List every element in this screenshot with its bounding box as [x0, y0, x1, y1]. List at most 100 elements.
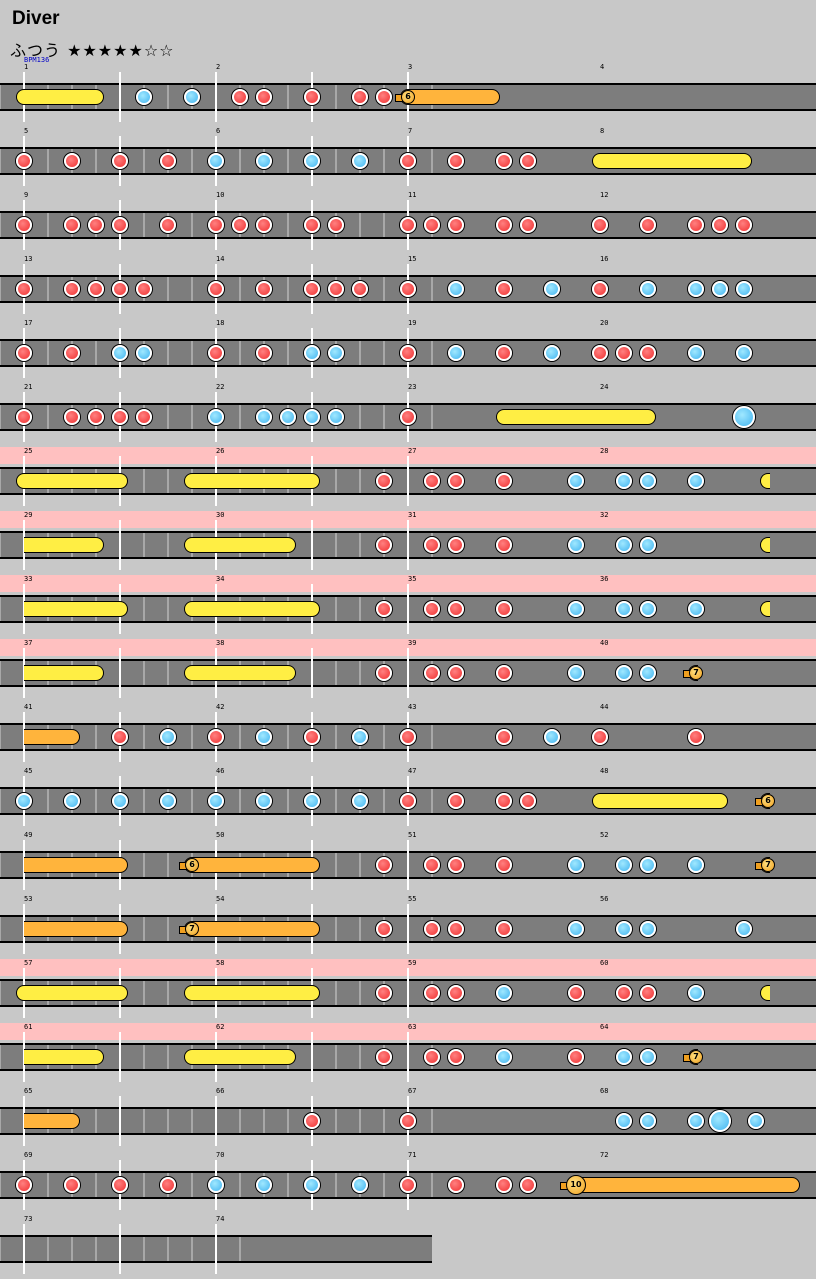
beat-line — [167, 661, 169, 685]
beat-line — [191, 277, 193, 301]
ka-note — [160, 729, 176, 745]
ka-note — [616, 473, 632, 489]
ka-note — [640, 537, 656, 553]
ka-note — [256, 729, 272, 745]
measure-number: 55 — [408, 895, 417, 903]
don-note — [400, 217, 416, 233]
measure-number: 65 — [24, 1087, 33, 1095]
bar-line — [407, 648, 409, 698]
beat-line — [95, 1237, 97, 1261]
drumroll-bar — [184, 537, 296, 553]
measure-number: 23 — [408, 383, 417, 391]
don-note — [16, 1177, 32, 1193]
don-note — [520, 153, 536, 169]
beat-line — [143, 597, 145, 621]
ka-note — [688, 345, 704, 361]
beat-line — [143, 1109, 145, 1133]
don-note — [208, 345, 224, 361]
measure-number: 49 — [24, 831, 33, 839]
measure-number: 11 — [408, 191, 417, 199]
beat-line — [287, 213, 289, 237]
measure-number: 4 — [600, 63, 605, 71]
don-note — [400, 1113, 416, 1129]
beat-line — [383, 341, 385, 365]
balloon-head: 7 — [185, 922, 199, 936]
bar-line — [215, 72, 217, 122]
bar-line — [311, 648, 313, 698]
don-note — [112, 409, 128, 425]
ka-note — [304, 153, 320, 169]
chart-row: 13 14 15 16 — [0, 255, 816, 319]
beat-line — [335, 1045, 337, 1069]
ka-note — [568, 921, 584, 937]
measure-number: 51 — [408, 831, 417, 839]
beat-line — [167, 853, 169, 877]
beat-line — [0, 789, 1, 813]
don-note — [496, 345, 512, 361]
beat-line — [167, 469, 169, 493]
bar-line — [119, 1032, 121, 1082]
beat-line — [47, 213, 49, 237]
don-note — [448, 857, 464, 873]
don-note — [400, 345, 416, 361]
beat-line — [383, 789, 385, 813]
beat-line — [287, 149, 289, 173]
ka-note — [616, 857, 632, 873]
ka-note — [640, 473, 656, 489]
measure-number: 60 — [600, 959, 609, 967]
beat-line — [95, 1109, 97, 1133]
bar-line — [407, 840, 409, 890]
measure-number: 19 — [408, 319, 417, 327]
ka-note — [304, 409, 320, 425]
note-lane: 10 — [0, 1160, 816, 1210]
measure-number: 68 — [600, 1087, 609, 1095]
don-note — [424, 217, 440, 233]
chart-row: 10 69 70 71 72 — [0, 1151, 816, 1215]
ka-note — [616, 537, 632, 553]
balloon-head: 7 — [689, 666, 703, 680]
don-note — [400, 281, 416, 297]
don-note — [640, 345, 656, 361]
ka-note — [544, 281, 560, 297]
beat-line — [431, 1109, 433, 1133]
don-note — [448, 601, 464, 617]
beat-line — [0, 917, 1, 941]
don-note — [400, 153, 416, 169]
ka-note — [304, 793, 320, 809]
beat-line — [287, 277, 289, 301]
chart-row: 65 66 67 68 — [0, 1087, 816, 1151]
ka-note — [256, 1177, 272, 1193]
measure-number: 53 — [24, 895, 33, 903]
don-note — [64, 409, 80, 425]
beat-line — [287, 85, 289, 109]
don-note — [304, 217, 320, 233]
measure-number: 71 — [408, 1151, 417, 1159]
don-note — [448, 793, 464, 809]
don-note — [64, 153, 80, 169]
ka-note — [352, 153, 368, 169]
don-note — [736, 217, 752, 233]
don-note — [496, 537, 512, 553]
gogo-band — [0, 575, 816, 592]
bar-line — [23, 1224, 25, 1274]
measure-number: 57 — [24, 959, 33, 967]
measure-number: 17 — [24, 319, 33, 327]
measure-number: 69 — [24, 1151, 33, 1159]
beat-line — [383, 149, 385, 173]
ka-note — [160, 793, 176, 809]
don-note — [16, 153, 32, 169]
bar-line — [407, 520, 409, 570]
don-note — [64, 217, 80, 233]
ka-note — [568, 665, 584, 681]
ka-note — [352, 1177, 368, 1193]
beat-line — [383, 213, 385, 237]
ka-note — [640, 281, 656, 297]
ka-note — [568, 473, 584, 489]
beat-line — [0, 661, 1, 685]
ka-note — [640, 857, 656, 873]
measure-number: 44 — [600, 703, 609, 711]
measure-number: 46 — [216, 767, 225, 775]
don-note — [448, 921, 464, 937]
don-note — [424, 1049, 440, 1065]
don-note — [232, 217, 248, 233]
